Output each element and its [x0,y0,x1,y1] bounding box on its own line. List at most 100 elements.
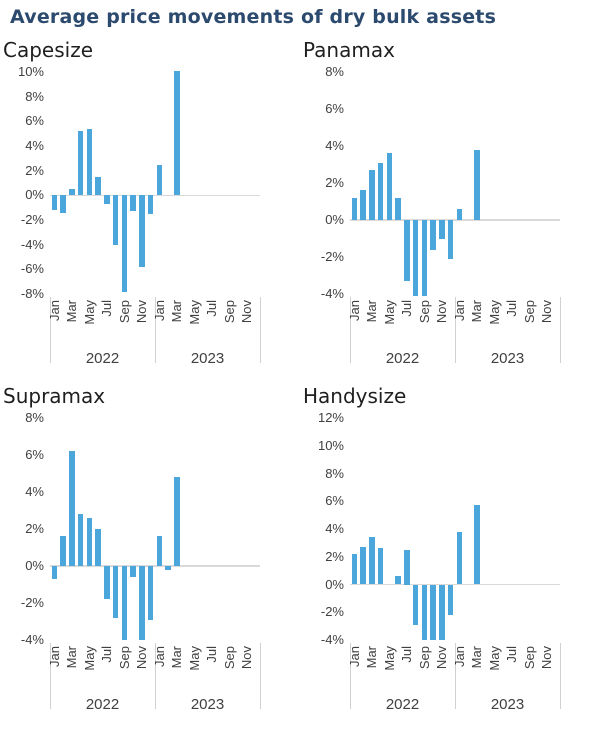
bar-jun-2022 [395,197,401,220]
bar-sep-2022 [121,195,128,292]
bar-feb-2022 [360,190,366,220]
y-tick-label: 2% [25,162,44,178]
bar-may-2022 [86,517,93,566]
year-separator-line [155,643,156,709]
bar-jul-2022 [404,220,410,282]
bar-mar-2023 [174,477,180,566]
y-tick-label: -4% [320,632,344,647]
month-label: May [486,300,502,325]
month-label: Sep [416,300,432,324]
y-tick-label: 8% [25,88,44,104]
month-label: Nov [239,646,255,670]
month-label: Jul [99,300,115,317]
chart-title-handysize: Handysize [303,384,407,408]
bar-sep-2022 [421,220,428,296]
bar-jan-2022 [51,566,58,579]
bar-jun-2022 [95,529,101,566]
year-separator-line [350,643,351,709]
y-tick-label: 4% [25,138,44,153]
zero-axis-line [350,583,560,586]
bar-aug-2022 [112,195,119,245]
y-tick-label: -4% [20,632,44,647]
month-label: Jan [46,300,62,321]
bar-nov-2022 [139,195,145,267]
month-label: May [81,646,97,671]
month-label: May [381,300,397,325]
month-label: Jul [99,646,115,663]
month-label: Jul [399,646,415,663]
chart-panel-panamax: Panamax 8% 6% 4% 2% 0% -2% -4% Jan Mar May Jul Sep N… [300,30,600,376]
year-separator-line [155,297,156,363]
chart-panel-supramax: Supramax 8% 6% 4% 2% 0% -2% -4% Jan Mar May Jul Sep… [0,376,300,722]
month-label: Nov [134,646,150,670]
month-label: Sep [521,646,537,670]
y-tick-label: 6% [325,101,344,116]
chart-plot-handysize: 12% 10% 8% 6% 4% 2% 0% -2% -4% Jan Mar May Jul Sep Nov… [300,408,600,720]
bar-apr-2022 [377,548,384,585]
bar-apr-2022 [77,131,84,196]
year-label: 2022 [385,350,420,367]
month-label: Jul [504,300,520,317]
bar-mar-2023 [174,70,180,196]
bar-feb-2022 [60,195,66,213]
year-separator-line [350,297,351,363]
chart-title-capesize: Capesize [3,38,93,62]
year-separator-line [50,297,51,363]
bar-oct-2022 [430,220,436,250]
year-label: 2022 [85,696,120,713]
page-title: Average price movements of dry bulk asse… [10,6,497,28]
month-label: Nov [434,300,450,324]
y-tick-label: 12% [317,410,344,425]
month-label: Nov [239,300,255,324]
bar-jan-2022 [351,197,358,220]
bar-apr-2022 [77,514,84,566]
month-label: Jan [151,300,167,321]
month-label: May [81,300,97,325]
month-label: Mar [169,300,185,323]
month-label: May [486,646,502,671]
month-label: Jan [46,646,62,667]
y-tick-label: -4% [320,286,344,301]
month-label: Jan [346,646,362,667]
bar-aug-2022 [112,566,119,618]
year-label: 2023 [490,696,525,713]
bar-jun-2022 [395,576,401,585]
month-label: Mar [169,646,185,669]
y-tick-label: 4% [25,484,44,499]
zero-axis-line [50,565,260,567]
year-separator-line [455,297,456,363]
chart-title-supramax: Supramax [3,384,106,408]
y-tick-label: 0% [325,212,344,227]
month-label: Sep [416,646,432,670]
bar-sep-2022 [121,566,128,640]
y-tick-label: 2% [325,548,344,564]
bar-nov-2022 [439,220,445,239]
bar-aug-2022 [412,220,419,296]
y-tick-label: 8% [25,410,44,425]
bar-mar-2023 [474,149,480,220]
bar-dec-2022 [147,195,154,214]
y-tick-label: 10% [317,437,344,453]
month-label: Jul [204,646,220,663]
month-label: Nov [434,646,450,670]
month-label: May [381,646,397,671]
bar-mar-2022 [69,451,75,566]
chart-panel-capesize: Capesize 10% 8% 6% 4% 2% 0% -2% -4% -6% -8% Jan Mar… [0,30,300,376]
y-tick-label: -2% [20,212,44,227]
month-label: Jan [451,646,467,667]
month-label: Mar [469,300,485,323]
chart-title-panamax: Panamax [303,38,395,62]
month-label: Mar [364,300,380,323]
month-label: Jan [346,300,362,321]
year-label: 2023 [190,350,225,367]
y-tick-label: -6% [20,261,44,277]
chart-plot-capesize: 10% 8% 6% 4% 2% 0% -2% -4% -6% -8% Jan Mar May Jul Sep… [0,62,300,374]
month-label: Sep [221,300,237,324]
y-tick-label: 8% [325,465,344,481]
bar-jan-2023 [456,531,463,585]
y-tick-label: 0% [25,558,44,573]
bar-jan-2023 [456,208,463,220]
bar-jan-2022 [351,553,358,585]
bar-nov-2022 [439,584,445,640]
